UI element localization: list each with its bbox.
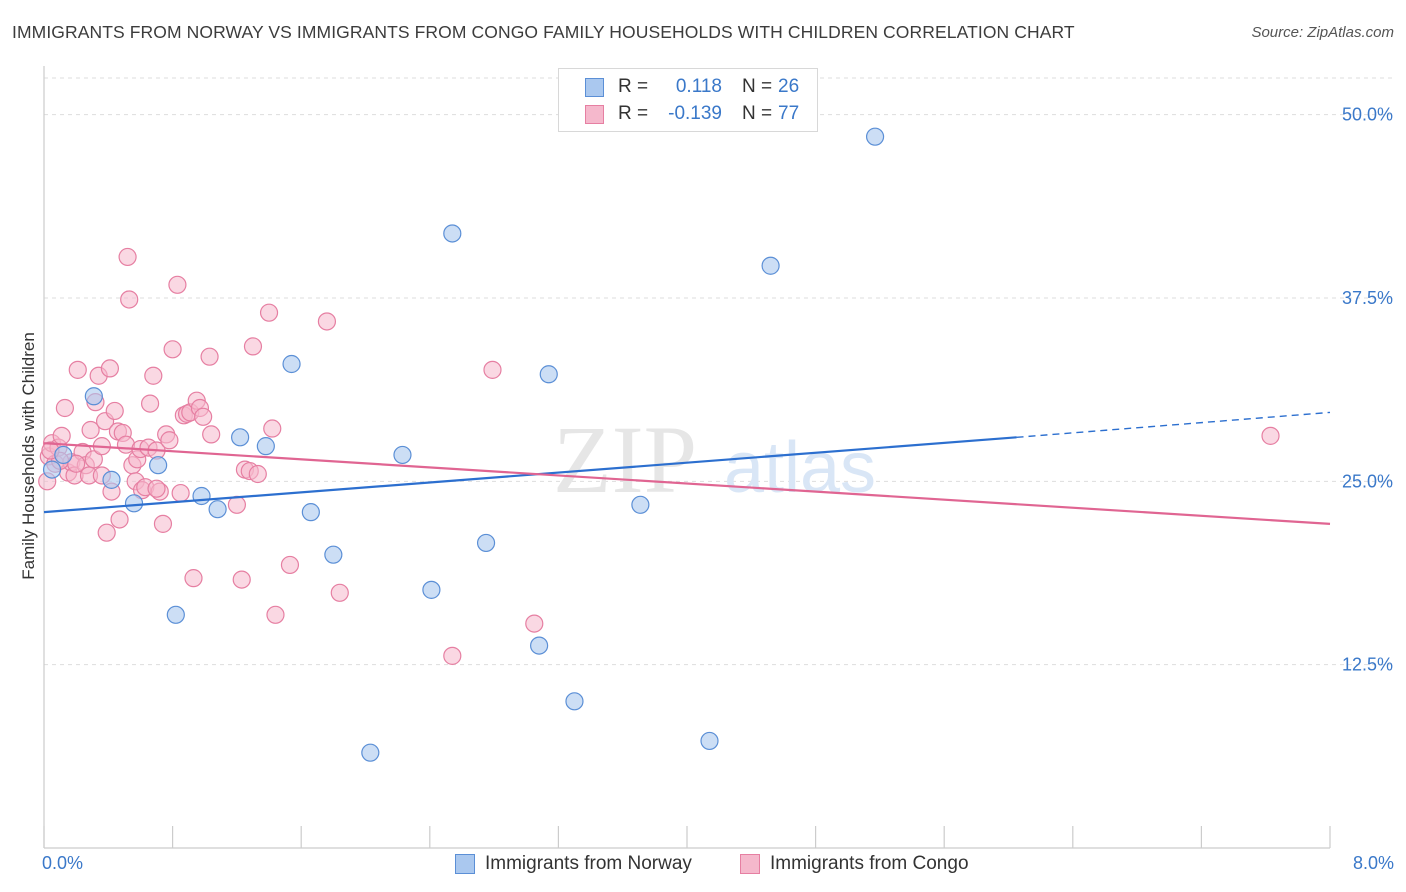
- congo-point: [55, 398, 74, 418]
- norway-legend-label: Immigrants from Norway: [485, 853, 692, 874]
- congo-point: [81, 420, 100, 440]
- source-credit: Source: ZipAtlas.com: [1251, 24, 1394, 41]
- congo-point: [110, 510, 129, 529]
- congo-point: [200, 347, 219, 366]
- congo-point: [68, 360, 87, 379]
- legend-n-value: 26: [778, 76, 800, 97]
- congo-point: [171, 483, 190, 503]
- legend-n-value: 77: [778, 103, 800, 124]
- norway-point: [700, 731, 719, 751]
- congo-swatch: [585, 104, 604, 124]
- bottom-legend-norway: Immigrants from Norway: [455, 851, 692, 877]
- watermark: ZIP atlas: [553, 406, 876, 513]
- norway-point: [256, 437, 275, 456]
- norway-point: [539, 365, 558, 384]
- legend-r-label: R =: [618, 76, 649, 97]
- y-axis-label: Family Households with Children: [19, 332, 38, 580]
- congo-point: [67, 454, 86, 473]
- congo-trend-line: [43, 442, 1331, 525]
- y-tick-label: 25.0%: [1342, 471, 1393, 491]
- watermark-atlas: atlas: [724, 428, 876, 508]
- norway-point: [393, 445, 412, 465]
- legend-row-congo: R = -0.139 N = 77: [585, 102, 799, 126]
- norway-point: [42, 460, 62, 479]
- norway-point: [84, 387, 103, 406]
- congo-point: [483, 360, 502, 379]
- congo-point: [140, 394, 160, 413]
- congo-point: [84, 450, 103, 469]
- legend-r-value: -0.139: [668, 103, 722, 124]
- norway-point: [208, 500, 227, 519]
- congo-point: [194, 407, 213, 426]
- norway-point: [530, 636, 549, 655]
- legend-r-value: 0.118: [675, 76, 722, 97]
- norway-point: [282, 354, 301, 374]
- norway-point: [476, 533, 496, 553]
- norway-point: [149, 456, 168, 475]
- congo-point: [280, 555, 300, 575]
- congo-point: [202, 425, 221, 444]
- norway-point: [231, 428, 250, 447]
- norway-point: [166, 605, 185, 624]
- norway-point: [761, 256, 780, 275]
- norway-point: [361, 743, 380, 762]
- congo-point: [147, 479, 166, 498]
- chart-title: IMMIGRANTS FROM NORWAY VS IMMIGRANTS FRO…: [12, 22, 1075, 42]
- y-tick-label: 12.5%: [1342, 655, 1393, 675]
- legend-row-norway: R = 0.118 N = 26: [585, 75, 799, 99]
- congo-point: [153, 514, 173, 533]
- congo-point: [243, 337, 263, 356]
- watermark-zip: ZIP: [553, 406, 697, 513]
- congo-point: [1261, 426, 1280, 445]
- trend-lines: [43, 411, 1331, 525]
- congo-point: [144, 366, 163, 385]
- congo-point: [266, 605, 285, 624]
- norway-legend-swatch: [455, 854, 475, 874]
- congo-point: [52, 426, 71, 445]
- norway-point: [301, 503, 320, 522]
- congo-point: [443, 646, 462, 665]
- congo-point: [118, 247, 137, 267]
- bottom-legend-congo: Immigrants from Congo: [740, 851, 969, 877]
- norway-point: [124, 494, 144, 513]
- congo-point: [248, 464, 267, 484]
- congo-point: [163, 340, 182, 359]
- norway-point: [102, 470, 121, 489]
- congo-point: [160, 431, 179, 450]
- legend-r-label: R =: [618, 103, 649, 124]
- norway-point: [443, 224, 462, 243]
- norway-point: [565, 692, 584, 711]
- congo-point: [525, 614, 544, 633]
- norway-swatch: [585, 77, 604, 97]
- congo-point: [330, 583, 349, 602]
- congo-point: [168, 275, 187, 294]
- tick-labels: 12.5% 25.0% 37.5% 50.0% 0.0% 8.0%: [42, 105, 1394, 873]
- x-tick-label: 8.0%: [1353, 853, 1394, 873]
- congo-point: [317, 312, 337, 331]
- legend-n-label: N =: [742, 103, 773, 124]
- congo-point: [97, 523, 116, 542]
- norway-point: [865, 127, 885, 146]
- congo-point: [105, 401, 124, 421]
- norway-point: [54, 445, 73, 465]
- norway-trend-extension: [1016, 411, 1331, 439]
- norway-point: [192, 486, 211, 506]
- y-tick-label: 37.5%: [1342, 288, 1393, 308]
- norway-point: [324, 545, 343, 564]
- congo-point: [263, 419, 282, 438]
- congo-legend-swatch: [740, 854, 760, 874]
- correlation-legend: R = 0.118 N = 26 R = -0.139 N = 77: [558, 68, 818, 132]
- x-tick-label: 0.0%: [42, 853, 83, 873]
- legend-n-label: N =: [742, 76, 773, 97]
- norway-point: [422, 580, 441, 599]
- congo-point: [232, 570, 251, 589]
- congo-point: [259, 303, 279, 322]
- y-tick-label: 50.0%: [1342, 105, 1393, 125]
- norway-point: [631, 495, 650, 514]
- congo-legend-label: Immigrants from Congo: [770, 853, 969, 874]
- congo-point: [120, 290, 139, 309]
- congo-point: [100, 359, 120, 378]
- congo-point: [184, 569, 203, 588]
